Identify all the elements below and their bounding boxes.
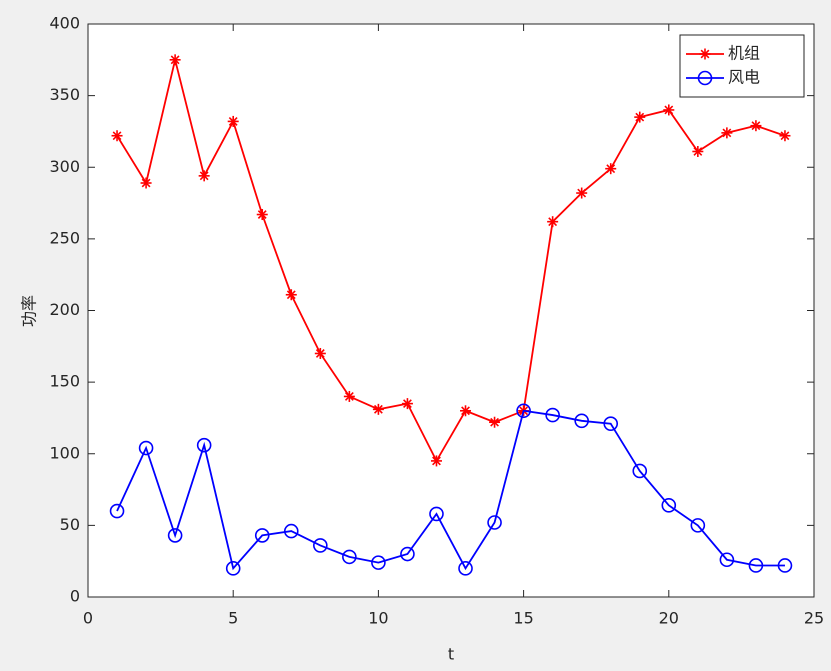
- marker-stroke: [606, 164, 616, 174]
- marker-stroke: [141, 178, 151, 188]
- marker: [719, 552, 735, 568]
- marker: [429, 506, 444, 522]
- y-tick-label: 250: [49, 228, 80, 247]
- marker-stroke: [257, 210, 267, 219]
- marker-stroke: [700, 49, 710, 59]
- marker: [371, 555, 386, 570]
- x-tick-label: 25: [804, 609, 824, 628]
- marker: [342, 549, 357, 565]
- marker: [138, 440, 154, 456]
- y-tick-label: 100: [49, 443, 80, 462]
- marker: [343, 390, 355, 402]
- legend-box: [679, 34, 805, 98]
- marker: [460, 405, 472, 417]
- y-tick-label: 300: [49, 157, 80, 176]
- marker: [574, 413, 589, 429]
- marker: [458, 561, 473, 576]
- marker: [661, 498, 677, 513]
- marker: [285, 289, 297, 301]
- marker-stroke: [693, 147, 703, 156]
- marker: [111, 130, 123, 142]
- marker: [169, 54, 181, 66]
- marker: [256, 209, 268, 221]
- marker-stroke: [170, 55, 180, 65]
- x-tick-label: 0: [83, 609, 93, 628]
- marker: [576, 187, 588, 199]
- marker: [225, 561, 241, 576]
- marker: [227, 115, 239, 127]
- marker-stroke: [199, 171, 209, 181]
- marker: [692, 145, 704, 157]
- marker: [634, 111, 646, 123]
- marker: [167, 528, 183, 543]
- marker: [401, 398, 413, 410]
- marker: [777, 558, 793, 573]
- marker-stroke: [664, 105, 674, 115]
- y-tick-label: 150: [49, 372, 80, 391]
- marker-stroke: [635, 112, 645, 122]
- marker-stroke: [490, 417, 499, 427]
- marker: [748, 558, 764, 573]
- marker: [196, 437, 212, 453]
- marker: [605, 163, 617, 175]
- legend-marker: [697, 70, 713, 86]
- marker: [603, 416, 619, 431]
- marker: [489, 416, 501, 428]
- marker: [487, 515, 502, 530]
- marker: [547, 216, 559, 228]
- marker-stroke: [315, 349, 325, 358]
- y-tick-label: 0: [70, 587, 80, 606]
- legend-label: 风电: [728, 68, 760, 87]
- marker: [254, 528, 270, 543]
- y-tick-label: 350: [49, 85, 80, 104]
- marker: [750, 120, 762, 132]
- series-line: [116, 59, 786, 463]
- plot-area: [87, 23, 815, 598]
- marker-stroke: [344, 392, 354, 401]
- x-tick-label: 10: [368, 609, 388, 628]
- legend-marker: [699, 48, 711, 60]
- x-tick-label: 5: [228, 609, 238, 628]
- legend-label: 机组: [728, 44, 760, 63]
- marker: [430, 455, 442, 467]
- marker: [400, 546, 415, 562]
- marker: [314, 347, 326, 359]
- marker: [109, 503, 125, 519]
- y-axis-label: 功率: [20, 295, 39, 327]
- marker-stroke: [403, 399, 412, 409]
- y-tick-label: 200: [49, 300, 80, 319]
- marker-stroke: [548, 217, 558, 227]
- marker-stroke: [373, 404, 383, 414]
- marker-stroke: [432, 456, 441, 466]
- x-tick-label: 15: [513, 609, 533, 628]
- marker-stroke: [577, 188, 587, 198]
- marker: [690, 518, 706, 533]
- marker: [516, 403, 531, 419]
- marker: [721, 127, 733, 139]
- marker: [372, 403, 384, 415]
- marker-stroke: [112, 131, 122, 141]
- y-tick-label: 400: [49, 14, 80, 33]
- x-axis-label: t: [448, 645, 454, 664]
- marker-stroke: [228, 116, 238, 126]
- marker: [198, 170, 210, 182]
- marker: [545, 407, 560, 423]
- marker-stroke: [286, 290, 296, 300]
- marker: [140, 177, 152, 189]
- marker-stroke: [751, 121, 761, 131]
- marker: [283, 523, 299, 539]
- marker: [632, 463, 648, 479]
- marker-stroke: [461, 406, 470, 416]
- marker: [663, 104, 675, 116]
- marker: [779, 130, 791, 142]
- x-tick-label: 20: [659, 609, 679, 628]
- marker: [313, 538, 328, 553]
- marker-stroke: [780, 131, 790, 141]
- marker-stroke: [722, 128, 732, 138]
- y-tick-label: 50: [60, 515, 80, 534]
